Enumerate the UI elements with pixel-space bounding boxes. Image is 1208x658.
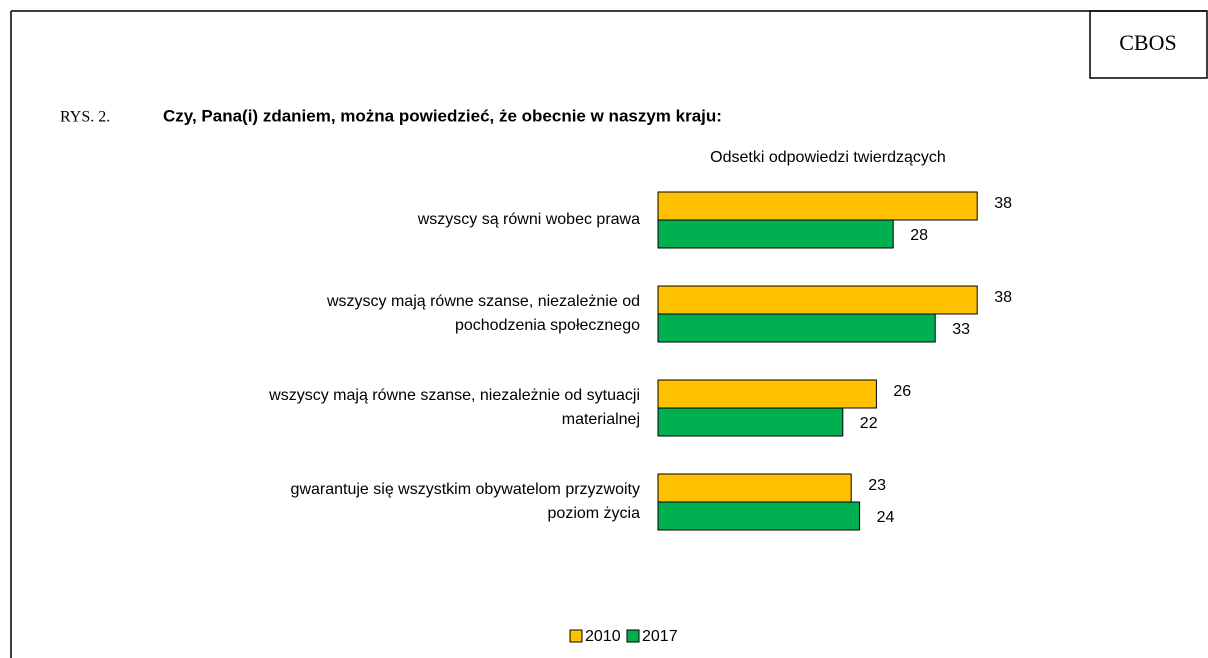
- legend-swatch: [569, 629, 583, 643]
- bar: [657, 407, 844, 437]
- bar: [657, 473, 852, 503]
- category-label: gwarantuje się wszystkim obywatelom przy…: [290, 481, 640, 522]
- figure-label: RYS. 2.: [60, 109, 110, 126]
- value-label: 38: [994, 289, 1012, 306]
- badge-box: [1089, 10, 1208, 79]
- category-label: wszyscy mają równe szanse, niezależnie o…: [269, 387, 640, 428]
- legend-label: 2010: [585, 628, 621, 645]
- legend-swatch: [626, 629, 640, 643]
- value-label: 24: [877, 509, 895, 526]
- value-label: 22: [860, 415, 878, 432]
- value-label: 33: [952, 321, 970, 338]
- bar: [657, 191, 978, 221]
- category-label: wszyscy są równi wobec prawa: [417, 211, 640, 228]
- badge: CBOS: [1119, 30, 1176, 55]
- bar: [657, 501, 861, 531]
- bar: [657, 313, 936, 343]
- value-label: 28: [910, 227, 928, 244]
- value-label: 38: [994, 195, 1012, 212]
- bar: [657, 379, 877, 409]
- value-label: 23: [868, 477, 886, 494]
- category-label: wszyscy mają równe szanse, niezależnie o…: [326, 293, 640, 334]
- bar: [657, 219, 894, 249]
- bar: [657, 285, 978, 315]
- value-label: 26: [893, 383, 911, 400]
- chart-title: Czy, Pana(i) zdaniem, można powiedzieć, …: [163, 106, 722, 125]
- chart-subtitle: Odsetki odpowiedzi twierdzących: [710, 149, 946, 166]
- legend-label: 2017: [642, 628, 678, 645]
